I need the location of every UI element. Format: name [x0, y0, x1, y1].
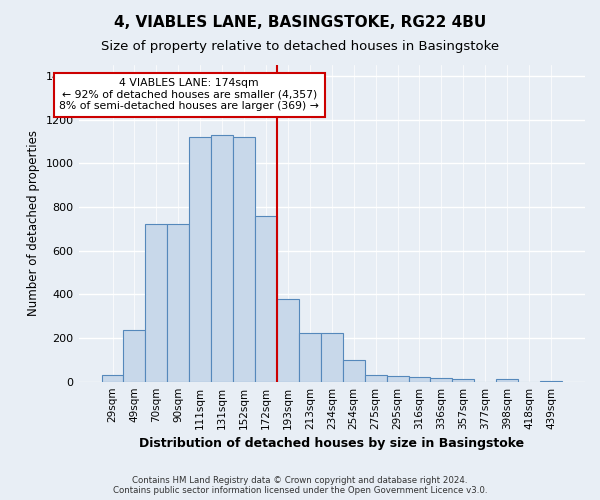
Bar [277, 298, 299, 382]
Bar [189, 137, 211, 382]
Bar [343, 360, 365, 382]
Bar [452, 380, 474, 382]
Bar [145, 224, 167, 382]
Bar [211, 135, 233, 382]
Text: 4 VIABLES LANE: 174sqm
← 92% of detached houses are smaller (4,357)
8% of semi-d: 4 VIABLES LANE: 174sqm ← 92% of detached… [59, 78, 319, 112]
Bar [496, 380, 518, 382]
X-axis label: Distribution of detached houses by size in Basingstoke: Distribution of detached houses by size … [139, 437, 524, 450]
Text: Contains HM Land Registry data © Crown copyright and database right 2024.
Contai: Contains HM Land Registry data © Crown c… [113, 476, 487, 495]
Bar [124, 330, 145, 382]
Bar [409, 378, 430, 382]
Bar [167, 224, 189, 382]
Bar [386, 376, 409, 382]
Bar [299, 332, 321, 382]
Text: 4, VIABLES LANE, BASINGSTOKE, RG22 4BU: 4, VIABLES LANE, BASINGSTOKE, RG22 4BU [114, 15, 486, 30]
Bar [233, 137, 255, 382]
Bar [255, 216, 277, 382]
Bar [101, 375, 124, 382]
Bar [321, 332, 343, 382]
Text: Size of property relative to detached houses in Basingstoke: Size of property relative to detached ho… [101, 40, 499, 53]
Bar [540, 380, 562, 382]
Y-axis label: Number of detached properties: Number of detached properties [27, 130, 40, 316]
Bar [430, 378, 452, 382]
Bar [365, 375, 386, 382]
